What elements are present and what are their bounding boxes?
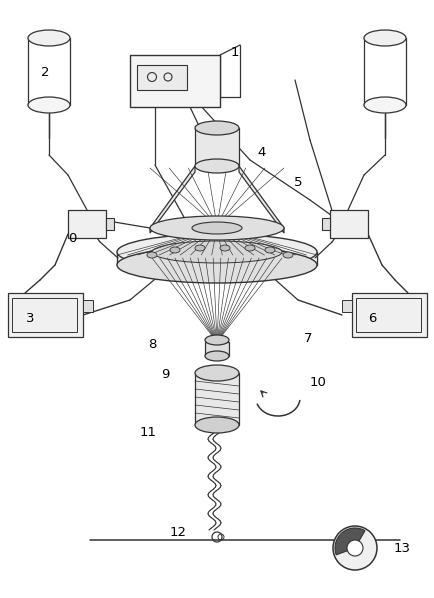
- Ellipse shape: [147, 252, 157, 258]
- Text: 0: 0: [68, 231, 76, 245]
- Ellipse shape: [192, 222, 242, 234]
- Bar: [356, 298, 421, 332]
- Ellipse shape: [364, 97, 406, 113]
- Bar: [330, 210, 368, 238]
- Ellipse shape: [28, 97, 70, 113]
- Ellipse shape: [195, 365, 239, 381]
- Ellipse shape: [195, 159, 239, 173]
- Text: 13: 13: [394, 542, 411, 554]
- Ellipse shape: [195, 417, 239, 433]
- Ellipse shape: [28, 30, 70, 46]
- Bar: [195, 128, 239, 166]
- Ellipse shape: [117, 234, 317, 270]
- Ellipse shape: [150, 216, 284, 240]
- Circle shape: [333, 526, 377, 570]
- Bar: [137, 65, 187, 90]
- Text: 5: 5: [294, 175, 302, 188]
- Ellipse shape: [220, 245, 230, 251]
- Bar: [195, 373, 239, 425]
- Text: 6: 6: [368, 312, 376, 325]
- Text: 12: 12: [170, 526, 187, 539]
- Text: 9: 9: [161, 368, 169, 382]
- Circle shape: [347, 540, 363, 556]
- Text: 3: 3: [26, 312, 34, 325]
- Text: 1: 1: [231, 45, 239, 59]
- Polygon shape: [150, 166, 195, 233]
- Ellipse shape: [265, 247, 275, 253]
- Text: 10: 10: [309, 376, 326, 389]
- Text: 2: 2: [41, 66, 49, 78]
- Bar: [322, 218, 330, 230]
- Text: 4: 4: [258, 145, 266, 158]
- Ellipse shape: [283, 252, 293, 258]
- Bar: [106, 218, 114, 230]
- Ellipse shape: [152, 241, 282, 263]
- Bar: [342, 300, 352, 312]
- Bar: [130, 55, 220, 107]
- Ellipse shape: [117, 247, 317, 283]
- Ellipse shape: [205, 335, 229, 345]
- Ellipse shape: [205, 351, 229, 361]
- Bar: [205, 342, 229, 356]
- Ellipse shape: [195, 121, 239, 135]
- Ellipse shape: [364, 30, 406, 46]
- Ellipse shape: [195, 245, 205, 251]
- Text: 7: 7: [304, 331, 312, 344]
- Text: 8: 8: [148, 338, 156, 352]
- Bar: [352, 293, 427, 337]
- Bar: [12, 298, 77, 332]
- Ellipse shape: [245, 245, 255, 251]
- Polygon shape: [239, 166, 284, 233]
- Bar: [68, 210, 106, 238]
- Bar: [8, 293, 83, 337]
- Ellipse shape: [170, 247, 180, 253]
- Text: 11: 11: [139, 426, 157, 438]
- Wedge shape: [335, 528, 365, 555]
- Bar: [83, 300, 93, 312]
